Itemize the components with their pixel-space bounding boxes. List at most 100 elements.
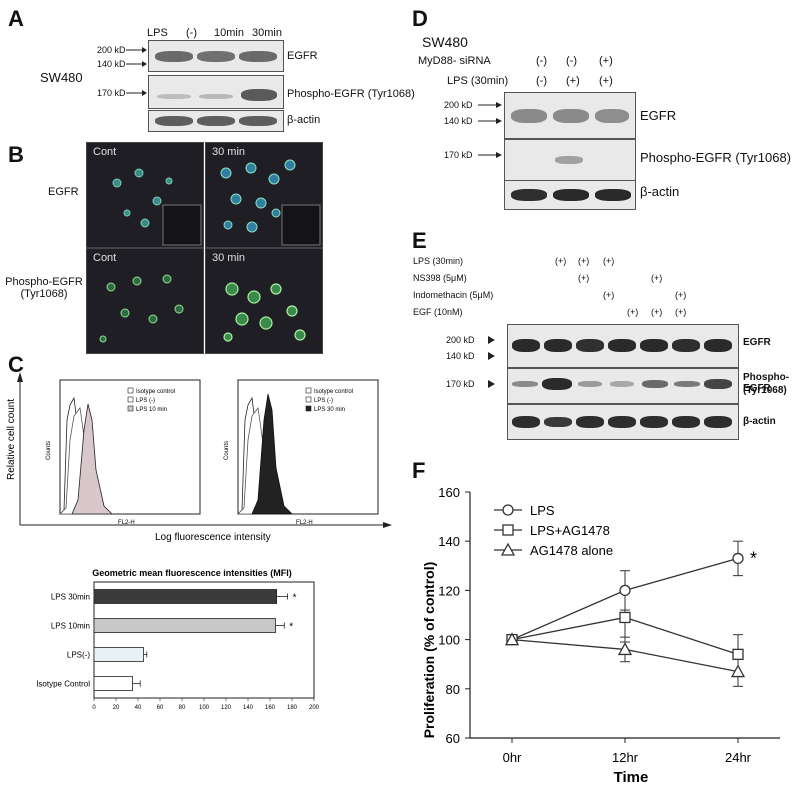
prolif-ytick-label: 160 <box>438 485 460 500</box>
panel-e-mw-200: 200 kD <box>446 335 475 345</box>
prolif-point <box>619 584 631 597</box>
panel-c-histograms: Relative cell count Log fluorescence int… <box>6 372 392 543</box>
panel-a-row-egfr: EGFR <box>287 50 318 62</box>
mfi-xtick-label: 60 <box>157 705 164 711</box>
panel-d-mw-200: 200 kD <box>444 100 473 110</box>
panel-d-mw-140: 140 kD <box>444 116 473 126</box>
mfi-xtick-label: 160 <box>265 705 276 711</box>
panel-a-mw-140: 140 kD <box>97 59 126 69</box>
panel-e-treatment-1: NS398 (5μM) <box>413 273 467 283</box>
hist2-legend-isotype: Isotype control <box>314 389 353 395</box>
mfi-xtick-label: 40 <box>135 705 142 711</box>
hist2-xlabel: FL2-H <box>296 520 313 526</box>
mfi-category-label: LPS 30min <box>51 593 90 602</box>
panel-a-cell-line: SW480 <box>40 70 83 85</box>
hist1-legend-lps-neg: LPS (-) <box>136 398 155 404</box>
panel-e-sign: (+) <box>675 307 687 317</box>
mfi-xtick-label: 100 <box>199 705 210 711</box>
prolif-xtick-label: 12hr <box>612 750 639 765</box>
panel-a-phospho-blot <box>148 75 284 109</box>
prolif-ytick-label: 100 <box>438 633 460 648</box>
prolif-xlabel: Time <box>614 769 649 786</box>
panel-e-sign: (+) <box>603 256 615 266</box>
panel-d-cell-line: SW480 <box>422 34 468 50</box>
prolif-ytick-label: 120 <box>438 583 460 598</box>
prolif-significance-mark: * <box>750 548 757 568</box>
panel-d-myd88-3: (+) <box>599 55 613 67</box>
mfi-xtick-label: 0 <box>92 705 96 711</box>
panel-a-mw-170: 170 kD <box>97 88 126 98</box>
panel-d-lps-2: (+) <box>566 75 580 87</box>
prolif-ylabel: Proliferation (% of control) <box>421 562 437 739</box>
prolif-point <box>730 664 746 678</box>
hist1-ylabel: Counts <box>46 441 52 460</box>
panel-e-treatment-2: Indomethacin (5μM) <box>413 290 494 300</box>
panel-b-label: B <box>8 142 24 167</box>
panel-e-treatment-0: LPS (30min) <box>413 256 464 266</box>
mfi-xtick-label: 80 <box>179 705 186 711</box>
prolif-xtick-label: 24hr <box>725 750 752 765</box>
panel-b-cont-label-2: Cont <box>93 252 117 264</box>
panel-d-row-phospho: Phospho-EGFR (Tyr1068) <box>640 150 792 165</box>
prolif-legend-label: LPS <box>530 503 555 518</box>
panel-d-mw-170: 170 kD <box>444 150 473 160</box>
panel-b-phospho-cont-image: Cont <box>86 248 204 354</box>
panel-d-myd88-1: (-) <box>536 55 547 67</box>
panel-d-lps-label: LPS (30min) <box>447 75 509 87</box>
mfi-xtick-label: 20 <box>113 705 120 711</box>
panel-c-label: C <box>8 352 24 377</box>
panel-e-treatment-3: EGF (10nM) <box>413 307 463 317</box>
panel-b-30min-label: 30 min <box>212 146 246 158</box>
mfi-xtick-label: 200 <box>309 705 320 711</box>
panel-e-treatment-table: LPS (30min) (+) (+) (+) NS398 (5μM) (+) (+) Ind… <box>413 256 793 324</box>
mfi-chart-title: Geometric mean fluorescence intensities … <box>92 568 292 578</box>
panel-b-egfr-30min-image: 30 min <box>205 142 323 248</box>
panel-b-row-phospho: Phospho-EGFR (Tyr1068) <box>5 276 83 300</box>
panel-e-sign: (+) <box>578 256 590 266</box>
prolif-legend-label: AG1478 alone <box>530 543 613 558</box>
panel-a-row-phospho: Phospho-EGFR (Tyr1068) <box>287 88 415 100</box>
mfi-xtick-label: 120 <box>221 705 232 711</box>
hist2-legend-lps30: LPS 30 min <box>314 407 345 413</box>
panel-e-row-actin: β-actin <box>743 416 776 427</box>
panel-c-ylabel: Relative cell count <box>6 399 17 480</box>
mfi-category-label: Isotype Control <box>36 680 90 689</box>
panel-a-mw-200: 200 kD <box>97 45 126 55</box>
prolif-legend-marker <box>502 524 514 536</box>
prolif-ytick-label: 80 <box>446 682 460 697</box>
panel-e-sign: (+) <box>555 256 567 266</box>
panel-e-mw-140: 140 kD <box>446 351 475 361</box>
panel-e-label: E <box>412 228 427 253</box>
panel-e-sign: (+) <box>603 290 615 300</box>
panel-e-row-phospho-site: (Tyr1068) <box>743 385 787 396</box>
hist1-legend: Isotype control LPS (-) LPS 10 min <box>127 387 175 413</box>
panel-a-label: A <box>8 6 24 31</box>
panel-d-egfr-blot <box>504 92 636 139</box>
panel-d-actin-blot <box>504 180 636 210</box>
prolif-legend-label: LPS+AG1478 <box>530 523 610 538</box>
panel-a-lps-label: LPS <box>147 27 168 39</box>
panel-e-phospho-blot <box>507 368 739 404</box>
panel-a-cond-1: (-) <box>186 27 197 39</box>
panel-e-row-egfr: EGFR <box>743 337 771 348</box>
prolif-xtick-label: 0hr <box>503 750 522 765</box>
panel-e-egfr-blot <box>507 324 739 368</box>
hist1-legend-isotype: Isotype control <box>136 389 175 395</box>
panel-c-xlabel: Log fluorescence intensity <box>155 532 271 543</box>
panel-a-row-actin: β-actin <box>287 114 321 126</box>
panel-b-row-egfr: EGFR <box>48 186 79 198</box>
panel-e-sign: (+) <box>578 273 590 283</box>
panel-b-cont-label: Cont <box>93 146 117 158</box>
panel-d-label: D <box>412 6 428 31</box>
panel-a-cond-3: 30min <box>252 27 282 39</box>
prolif-point <box>732 552 744 565</box>
panel-e-sign: (+) <box>627 307 639 317</box>
panel-d-lps-3: (+) <box>599 75 613 87</box>
panel-d-row-actin: β-actin <box>640 184 680 199</box>
panel-e-row-phospho: Phospho-EGFR <box>743 372 790 394</box>
mfi-significance-mark: * <box>289 622 293 633</box>
panel-d-row-egfr: EGFR <box>640 108 677 123</box>
panel-a-cond-2: 10min <box>214 27 244 39</box>
panel-d-myd88-2: (-) <box>566 55 577 67</box>
panel-d-myd88-label: MyD88- siRNA <box>418 55 491 67</box>
